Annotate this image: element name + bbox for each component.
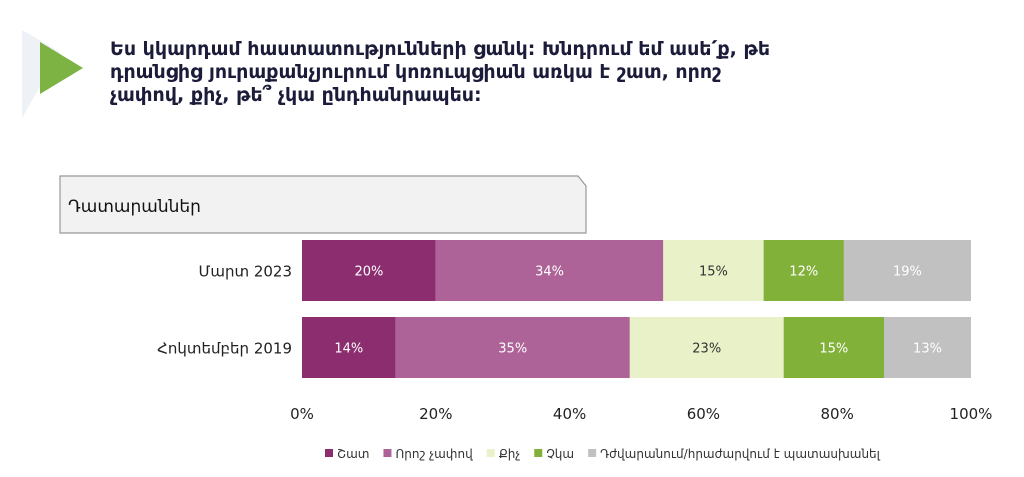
bar-segment xyxy=(663,240,764,301)
x-tick-label: 80% xyxy=(821,405,854,423)
question-line-2: դրանցից յուրաքանչյուրում կոռուպցիան առկա… xyxy=(110,61,722,83)
bar-segment xyxy=(629,317,784,378)
data-label: 20% xyxy=(354,265,383,280)
legend-swatch xyxy=(383,449,392,457)
category-label: Հոկտեմբեր 2019 xyxy=(157,340,292,358)
x-tick-label: 100% xyxy=(950,405,993,423)
question-line-1: Ես կկարդամ հաստատությունների ցանկ: Խնդրո… xyxy=(110,38,771,60)
x-tick-label: 60% xyxy=(687,405,720,423)
legend-swatch xyxy=(534,449,543,457)
data-label: 13% xyxy=(913,342,942,357)
data-label: 35% xyxy=(498,342,527,357)
legend-swatch xyxy=(486,449,495,457)
bar-segment xyxy=(783,317,885,378)
question-title: Ես կկարդամ հաստատությունների ցանկ: Խնդրո… xyxy=(110,38,990,107)
data-label: 34% xyxy=(535,265,564,280)
legend-entry: Քիչ xyxy=(499,447,521,461)
bar-segment xyxy=(435,240,664,301)
legend-entry: Շատ xyxy=(337,447,369,461)
group-label: Դատարաններ xyxy=(68,197,201,217)
bar-segment xyxy=(395,317,630,378)
bar-segment xyxy=(302,317,396,378)
bar-segment xyxy=(884,317,971,378)
legend-swatch xyxy=(325,449,333,457)
x-tick-label: 40% xyxy=(553,405,586,423)
legend-swatch xyxy=(588,449,597,457)
data-label: 23% xyxy=(692,342,721,357)
category-label: Մարտ 2023 xyxy=(198,263,292,281)
data-label: 14% xyxy=(334,342,363,357)
legend-entry: Որոշ չափով xyxy=(395,447,473,461)
data-label: 15% xyxy=(699,265,728,280)
group-tab xyxy=(59,175,587,234)
bar-segment xyxy=(843,240,971,301)
data-label: 12% xyxy=(789,265,818,280)
x-tick-label: 20% xyxy=(419,405,452,423)
x-tick-label: 0% xyxy=(290,405,314,423)
data-label: 15% xyxy=(819,342,848,357)
data-label: 19% xyxy=(893,265,922,280)
legend-entry: Չկա xyxy=(546,447,574,461)
question-line-3: չափով, քիչ, թե՞ չկա ընդհանրապես: xyxy=(110,84,482,106)
bar-segment xyxy=(302,240,436,301)
legend-entry: Դժվարանում/հրաժարվում է պատասխանել xyxy=(600,447,881,461)
decor-triangle-green xyxy=(40,42,83,94)
bar-segment xyxy=(763,240,844,301)
